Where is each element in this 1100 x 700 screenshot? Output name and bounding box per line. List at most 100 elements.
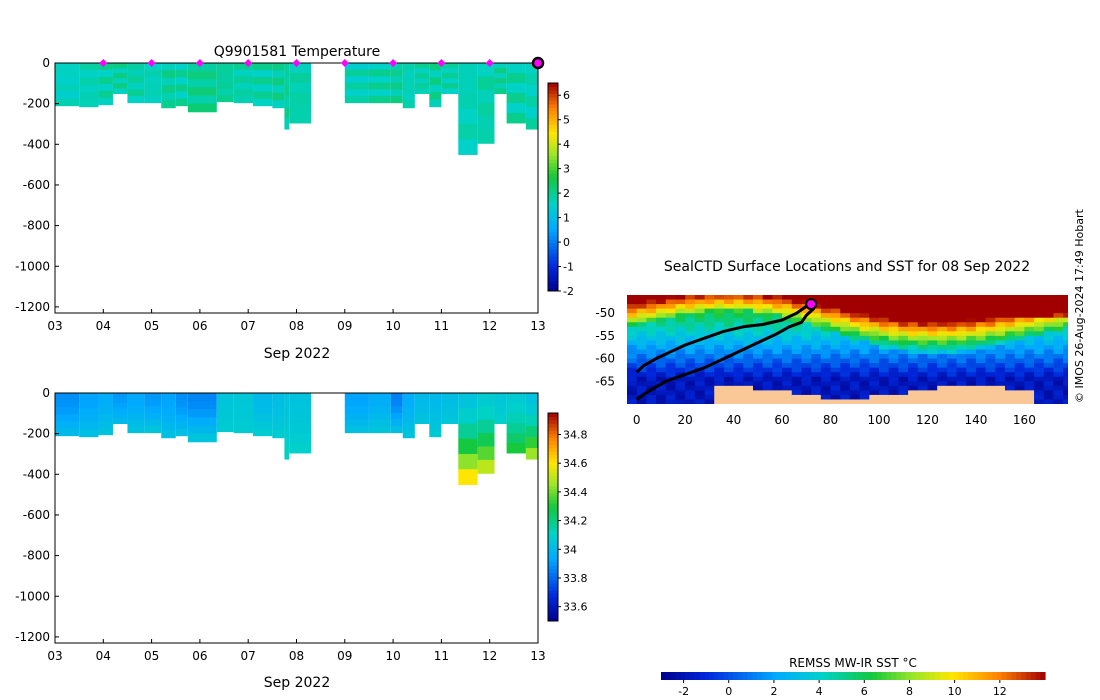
sst-cell (753, 385, 764, 391)
sst-cell (665, 295, 677, 301)
sst-cell (956, 326, 967, 332)
sst-cell (636, 376, 647, 382)
y-tick-label: -1200 (15, 630, 50, 644)
colorbar-segment (548, 270, 558, 275)
sst-cell (1024, 372, 1035, 378)
sst-cell (888, 308, 899, 314)
sst-cell (927, 358, 938, 364)
profile-cell (458, 453, 478, 470)
sst-cell (917, 308, 929, 314)
sst-cell (956, 390, 967, 396)
sst-cell (801, 344, 812, 351)
sst-colorbar-segment (814, 672, 820, 680)
colorbar-segment (548, 287, 558, 292)
profile-cell (98, 69, 113, 78)
sst-cell (869, 390, 880, 396)
sst-cell (811, 326, 822, 332)
sst-cell (995, 313, 1006, 319)
sst-cell (908, 358, 919, 364)
sst-cell (762, 385, 773, 391)
profile-cell (284, 393, 290, 405)
sst-cell (1063, 381, 1068, 387)
colorbar-segment (548, 499, 558, 504)
sst-cell (665, 335, 677, 342)
sst-cell (1024, 344, 1035, 351)
sst-cell (743, 354, 754, 360)
profile-cell (506, 393, 526, 404)
profile-cell (402, 85, 415, 94)
sst-cell (937, 344, 948, 351)
sst-cell (1063, 326, 1068, 332)
sst-cell (791, 385, 803, 391)
sst-cell (946, 313, 958, 319)
sst-cell (782, 335, 793, 342)
sst-cell (966, 354, 977, 360)
temperature-xlabel: Sep 2022 (264, 346, 330, 362)
sst-cell (879, 349, 890, 355)
sst-cell (946, 331, 958, 337)
colorbar-segment (548, 575, 558, 580)
sst-colorbar-segment (982, 672, 988, 680)
sst-cell (820, 349, 832, 355)
sst-cell (840, 367, 851, 373)
sst-cell (743, 399, 754, 404)
sst-colorbar-segment (747, 672, 753, 680)
sst-cell (985, 299, 996, 305)
sst-cell (966, 331, 977, 337)
sst-cell (704, 313, 715, 319)
sst-cell (685, 331, 696, 337)
profile-cell (161, 77, 176, 86)
sst-colorbar-segment (963, 672, 969, 680)
sst-colorbar-tick-label: 8 (906, 685, 913, 698)
sst-cell (946, 340, 958, 346)
sst-colorbar-segment (1025, 672, 1032, 680)
sst-cell (840, 299, 851, 305)
sst-cell (1005, 390, 1016, 396)
colorbar-tick-label: -2 (563, 285, 574, 298)
salinity-xlabel: Sep 2022 (264, 675, 330, 691)
sst-cell (879, 331, 890, 337)
salinity-x-ticks: 03 04 05 06 07 08 09 10 11 12 13 (47, 639, 546, 663)
sst-cell (1014, 335, 1025, 342)
profile-cell (284, 404, 290, 416)
sst-cell (714, 363, 725, 369)
sst-cell (1005, 304, 1016, 310)
sst-cell (908, 385, 919, 391)
colorbar-segment (548, 586, 558, 591)
profile-cell (127, 89, 145, 97)
sst-cell (966, 376, 977, 382)
sst-cell (704, 358, 715, 364)
sst-map-y-ticks: -50-55-60-65 (595, 306, 615, 388)
profile-cell (216, 418, 234, 426)
sst-cell (694, 326, 706, 332)
sst-cell (714, 385, 725, 391)
colorbar-segment (548, 523, 558, 528)
sst-cell (627, 349, 638, 355)
sst-cell (917, 299, 929, 305)
sst-cell (985, 317, 996, 323)
sst-cell (927, 304, 938, 310)
profile-cell (127, 419, 145, 427)
profile-cell (127, 406, 145, 414)
profile-cell (477, 433, 495, 448)
colorbar-segment (548, 232, 558, 237)
sst-cell (743, 340, 754, 346)
sst-cell (840, 331, 851, 337)
profile-cell (477, 393, 495, 407)
profile-cell (79, 393, 99, 401)
sst-colorbar-segment (953, 672, 960, 680)
sst-colorbar-segment (910, 672, 916, 680)
sst-cell (995, 385, 1006, 391)
sst-cell (898, 367, 909, 373)
sst-cell (1063, 317, 1068, 323)
x-tick-label: 05 (144, 649, 159, 663)
sst-cell (646, 376, 657, 382)
sst-cell (762, 326, 773, 332)
sst-cell (1014, 372, 1025, 378)
sst-cell (1005, 381, 1016, 387)
sst-cell (820, 367, 832, 373)
sst-cell (1005, 376, 1016, 382)
profile-cell (390, 89, 403, 97)
sst-cell (840, 390, 851, 396)
x-tick-label: 03 (47, 319, 62, 333)
